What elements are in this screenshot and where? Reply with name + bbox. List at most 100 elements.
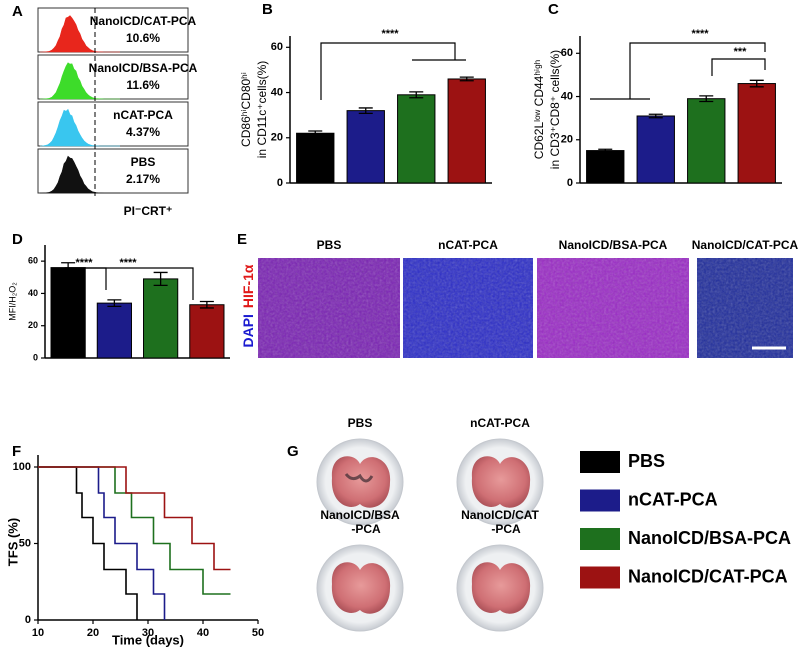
micrograph-texture bbox=[697, 258, 793, 358]
survival-line bbox=[38, 466, 231, 595]
error-bar bbox=[648, 113, 663, 119]
decoration bbox=[711, 58, 766, 76]
legend-label: NanoICD/CAT-PCA bbox=[628, 566, 788, 586]
y-tick-label: 50 bbox=[19, 537, 31, 549]
row-percent: 2.17% bbox=[126, 172, 160, 186]
error-bar bbox=[199, 300, 214, 309]
column-title: nCAT-PCA bbox=[438, 238, 498, 252]
panel-label: F bbox=[12, 443, 21, 460]
y-tick-label: 0 bbox=[277, 177, 283, 189]
x-tick-label: 30 bbox=[142, 627, 154, 639]
y-tick-label: 0 bbox=[33, 352, 38, 362]
sample-label: NanoICD/BSA bbox=[320, 508, 400, 522]
legend-swatch bbox=[580, 451, 620, 473]
bar bbox=[346, 110, 385, 184]
significance: *** bbox=[734, 46, 748, 58]
column-title: PBS bbox=[317, 238, 342, 252]
error-bar bbox=[409, 91, 424, 99]
panel-label: G bbox=[287, 443, 299, 460]
y-axis-label: in CD3⁺CD8⁺ cells(%) bbox=[548, 50, 562, 169]
stain-label: DAPI HIF-1α bbox=[240, 264, 256, 347]
x-tick-label: 40 bbox=[197, 627, 209, 639]
y-axis-label: in CD11c⁺cells(%) bbox=[255, 61, 269, 158]
sample-label: -PCA bbox=[491, 522, 521, 536]
y-tick-label: 0 bbox=[567, 177, 573, 189]
y-tick-label: 20 bbox=[561, 134, 573, 146]
panel-label: C bbox=[548, 1, 559, 18]
y-axis-label: CD86ʰⁱCD80ʰⁱ bbox=[239, 72, 253, 147]
micrograph-texture bbox=[258, 258, 400, 358]
error-bar bbox=[749, 79, 764, 88]
legend-swatch bbox=[580, 489, 620, 512]
bar bbox=[687, 98, 726, 184]
legend-swatch bbox=[580, 566, 620, 589]
lung bbox=[331, 456, 391, 508]
sample-label: NanoICD/CAT bbox=[461, 508, 539, 522]
panel-label: E bbox=[237, 231, 247, 248]
y-tick-label: 20 bbox=[271, 132, 283, 144]
sample-label: nCAT-PCA bbox=[470, 416, 530, 430]
error-bar bbox=[459, 76, 474, 82]
stain-name: DAPI bbox=[240, 314, 256, 347]
stain-name: HIF-1α bbox=[240, 264, 256, 308]
significance: **** bbox=[75, 257, 93, 269]
row-percent: 11.6% bbox=[126, 78, 160, 92]
row-name: NanoICD/CAT-PCA bbox=[90, 14, 197, 28]
significance: **** bbox=[381, 28, 399, 40]
lung bbox=[331, 562, 391, 614]
sample-label: -PCA bbox=[351, 522, 381, 536]
decoration bbox=[344, 473, 374, 483]
survival-line bbox=[38, 466, 166, 620]
y-axis-label: CD62Lˡᵒʷ CD44ʰⁱᵍʰ bbox=[532, 59, 546, 159]
bar bbox=[50, 267, 86, 359]
panel-label: A bbox=[12, 3, 23, 20]
error-bar bbox=[358, 107, 373, 114]
legend-label: PBS bbox=[628, 451, 665, 471]
histogram bbox=[39, 108, 120, 147]
error-bar bbox=[598, 148, 613, 153]
y-tick-label: 40 bbox=[561, 90, 573, 102]
x-tick-label: 10 bbox=[32, 627, 44, 639]
bar bbox=[447, 78, 486, 184]
bar bbox=[96, 302, 132, 359]
bar bbox=[397, 94, 436, 184]
micrograph-texture bbox=[403, 258, 533, 358]
x-tick-label: 20 bbox=[87, 627, 99, 639]
y-axis-label: MFI/H₂O₂ bbox=[7, 282, 17, 321]
y-tick-label: 60 bbox=[28, 256, 38, 266]
error-bar bbox=[308, 130, 323, 137]
sample-label: PBS bbox=[348, 416, 373, 430]
y-tick-label: 20 bbox=[28, 320, 38, 330]
error-bar bbox=[699, 95, 714, 103]
legend-swatch bbox=[580, 528, 620, 550]
row-name: NanoICD/BSA-PCA bbox=[89, 61, 198, 75]
survival-line bbox=[38, 466, 138, 620]
survival-line bbox=[38, 466, 231, 571]
decoration bbox=[629, 42, 766, 99]
bar bbox=[636, 115, 675, 184]
significance: **** bbox=[119, 257, 137, 269]
y-tick-label: 0 bbox=[25, 614, 31, 626]
row-percent: 10.6% bbox=[126, 31, 160, 45]
lung bbox=[471, 562, 531, 614]
legend-label: NanoICD/BSA-PCA bbox=[628, 528, 791, 548]
y-tick-label: 100 bbox=[13, 461, 31, 473]
row-name: nCAT-PCA bbox=[113, 108, 173, 122]
legend-label: nCAT-PCA bbox=[628, 489, 718, 509]
error-bar bbox=[153, 271, 168, 287]
y-tick-label: 40 bbox=[28, 288, 38, 298]
error-bar bbox=[107, 299, 122, 307]
column-title: NanoICD/CAT-PCA bbox=[692, 238, 798, 252]
y-tick-label: 60 bbox=[271, 41, 283, 53]
decoration bbox=[65, 267, 194, 300]
y-tick-label: 60 bbox=[561, 47, 573, 59]
panel-label: B bbox=[262, 1, 273, 18]
x-axis-label: PI⁻CRT⁺ bbox=[124, 204, 173, 218]
x-tick-label: 50 bbox=[252, 627, 264, 639]
histogram bbox=[40, 62, 120, 100]
decoration bbox=[320, 42, 456, 100]
row-percent: 4.37% bbox=[126, 125, 160, 139]
y-axis-label: TFS (%) bbox=[5, 518, 20, 566]
